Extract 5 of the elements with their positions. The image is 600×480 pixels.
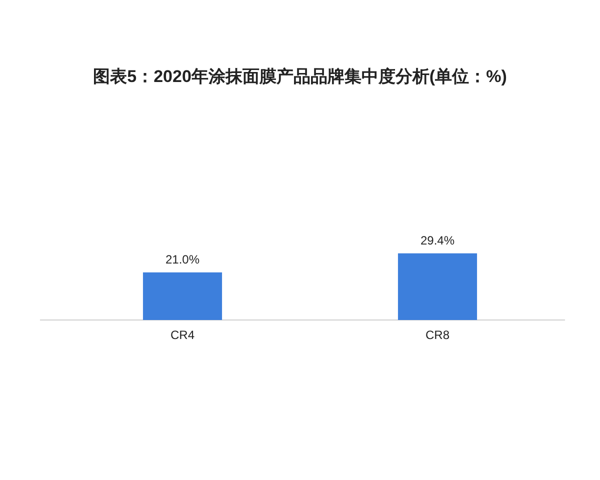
- chart-title: 图表5：2020年涂抹面膜产品品牌集中度分析(单位：%): [93, 67, 507, 86]
- data-label: 29.4%: [420, 233, 455, 248]
- x-tick-label: CR8: [425, 328, 450, 342]
- x-tick-label: CR4: [170, 328, 195, 342]
- data-label: 21.0%: [165, 252, 200, 266]
